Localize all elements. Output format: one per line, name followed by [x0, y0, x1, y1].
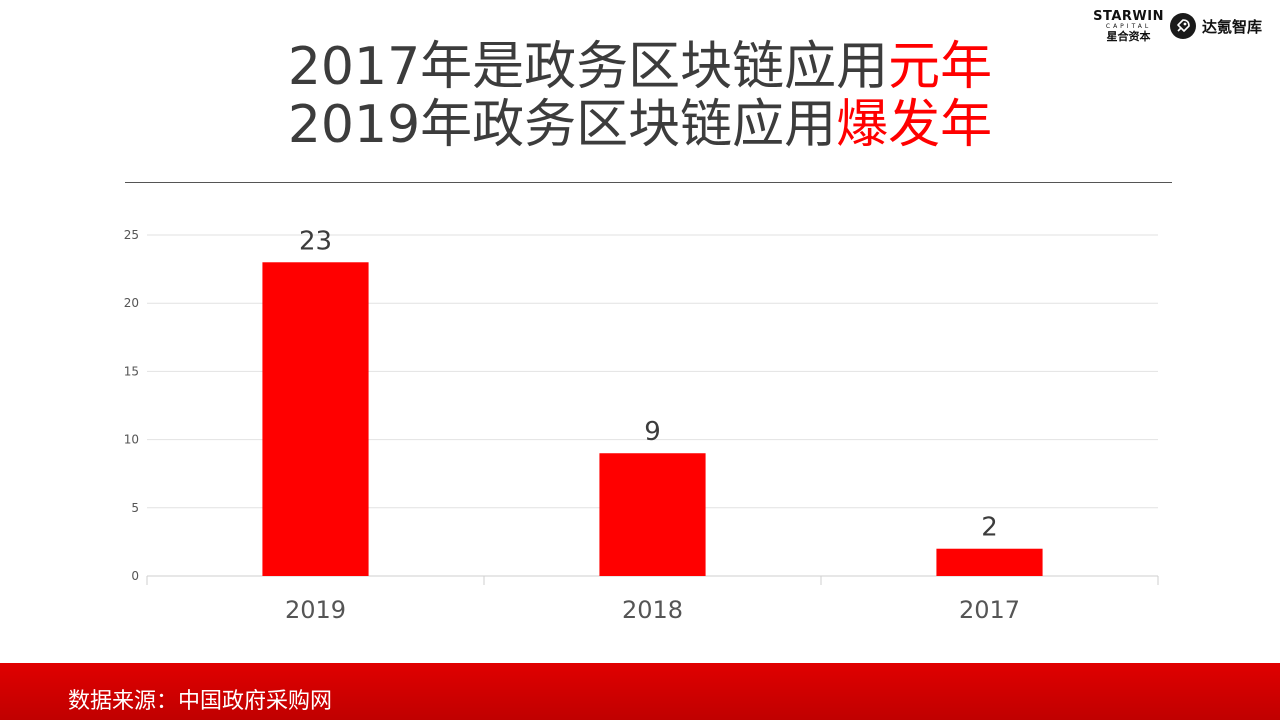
brand-logo: STARWIN CAPITAL 星合资本 达氪智库: [1093, 10, 1262, 42]
data-label-2019: 23: [299, 226, 332, 256]
x-tick-label-2018: 2018: [622, 596, 683, 624]
data-label-2018: 9: [644, 417, 661, 447]
x-tick-label-2019: 2019: [285, 596, 346, 624]
rocket-icon: [1169, 13, 1196, 39]
y-tick-label: 0: [131, 569, 139, 583]
logo-think-tank: 达氪智库: [1201, 17, 1262, 36]
y-tick-label: 10: [124, 433, 139, 447]
y-tick-label: 5: [131, 501, 139, 515]
title-line-1: 2017年是政务区块链应用元年: [0, 38, 1280, 96]
title-divider: [125, 182, 1172, 183]
data-source-text: 数据来源：中国政府采购网: [68, 689, 333, 714]
logo-brand-cn: 星合资本: [1106, 30, 1151, 43]
x-tick-label-2017: 2017: [959, 596, 1020, 624]
y-tick-label: 20: [124, 296, 139, 310]
logo-brand-en: STARWIN: [1093, 9, 1164, 24]
title-line-1-main: 2017年是政务区块链应用: [287, 37, 889, 97]
footer-bar: 数据来源：中国政府采购网: [0, 663, 1280, 720]
title-line-2-main: 2019年政务区块链应用: [287, 95, 837, 155]
bar-2018: [599, 453, 706, 576]
page-title: 2017年是政务区块链应用元年 2019年政务区块链应用爆发年: [0, 38, 1280, 154]
title-line-2-accent: 爆发年: [836, 95, 993, 155]
bar-2017: [936, 548, 1043, 576]
title-line-2: 2019年政务区块链应用爆发年: [0, 96, 1280, 154]
data-label-2017: 2: [981, 513, 998, 543]
bar-2019: [262, 262, 369, 576]
bar-chart: 0 5 10 15 20 25 23 2019 9 2018 2 2017: [124, 226, 1159, 624]
y-tick-label: 25: [124, 228, 139, 242]
logo-brand-en-sub: CAPITAL: [1105, 23, 1152, 30]
starwin-logo: STARWIN CAPITAL 星合资本: [1093, 10, 1164, 42]
y-tick-label: 15: [124, 364, 139, 378]
title-line-1-accent: 元年: [888, 37, 993, 97]
